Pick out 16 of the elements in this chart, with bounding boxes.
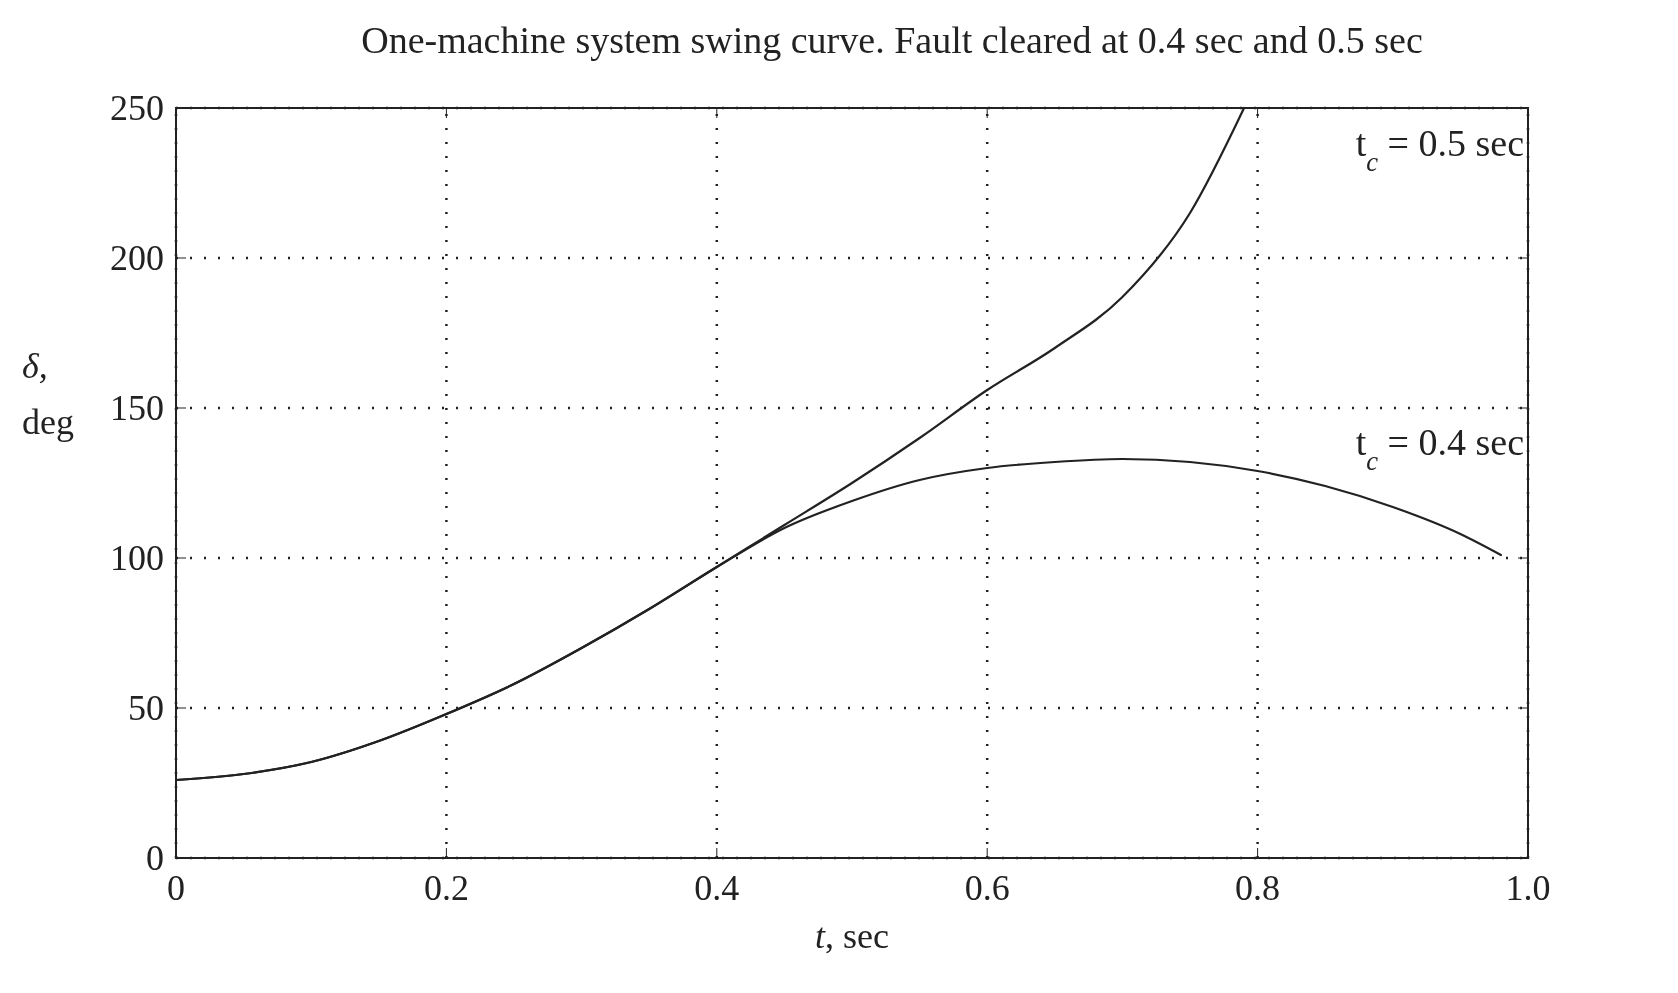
chart-title: One-machine system swing curve. Fault cleared at 0.4 sec and 0.5 sec <box>361 19 1423 61</box>
x-tick-label: 0.8 <box>1235 868 1281 908</box>
x-tick-label: 1.0 <box>1505 868 1551 908</box>
y-tick-label: 0 <box>146 838 164 878</box>
legend-label: t$_{c}$ = 0.4 sec <box>1355 421 1524 476</box>
y-tick-label: 150 <box>110 388 164 428</box>
y-tick-label: 100 <box>110 538 164 578</box>
x-tick-label: 0.2 <box>423 868 469 908</box>
y-tick-label: 250 <box>110 88 164 128</box>
x-tick-label: 0.4 <box>694 868 740 908</box>
y-tick-label: 50 <box>128 688 164 728</box>
y-axis-title: δ, deg <box>22 346 74 442</box>
x-tick-label: 0.6 <box>964 868 1010 908</box>
y-tick-label: 200 <box>110 238 164 278</box>
text: t$_{c}$ = 0.5 sec <box>1355 122 1524 177</box>
x-axis-title: t, sec <box>815 916 889 956</box>
